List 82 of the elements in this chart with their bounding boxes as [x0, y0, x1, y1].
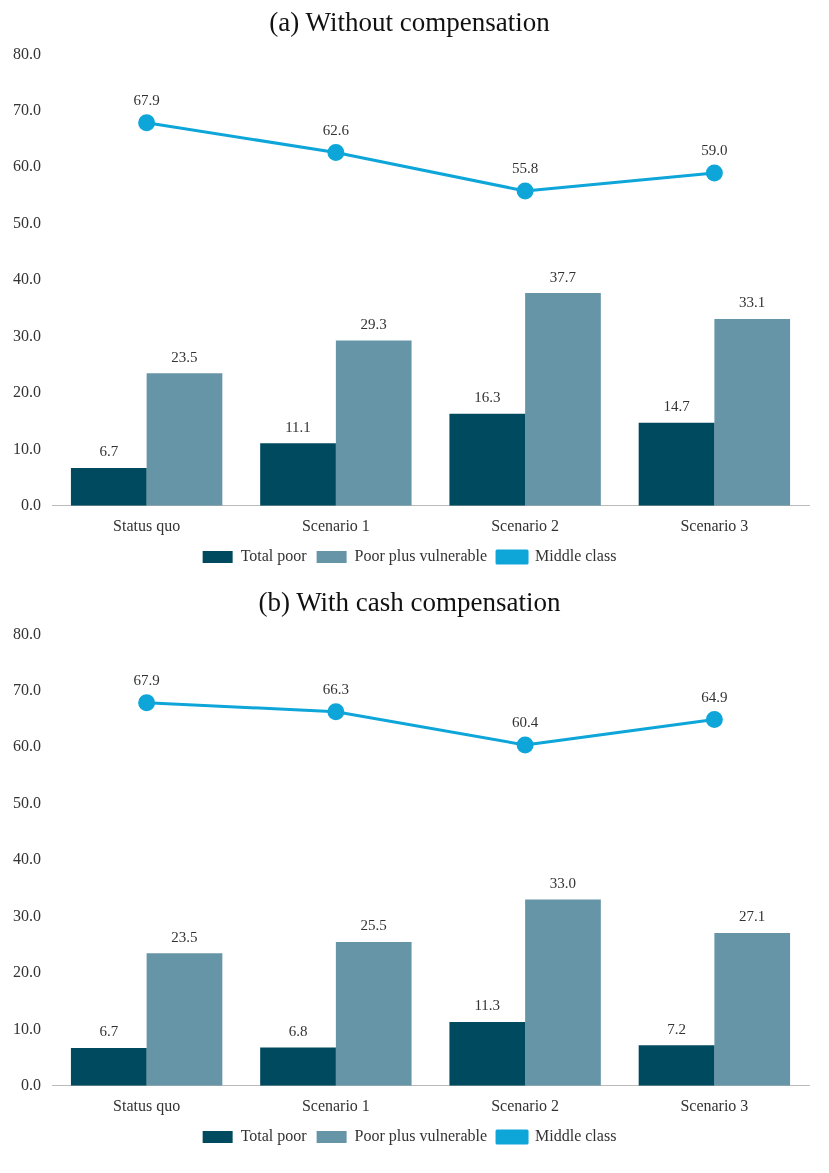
- point: [705, 164, 723, 182]
- y-tick-label: 80.0: [13, 44, 41, 62]
- x-tick-label: Scenario 3: [680, 1096, 749, 1114]
- data-label: 11.3: [474, 997, 501, 1014]
- y-tick-label: 40.0: [13, 850, 41, 868]
- point: [705, 711, 723, 729]
- point: [138, 114, 156, 132]
- point: [516, 736, 534, 754]
- bar: [146, 953, 223, 1086]
- y-tick-label: 0.0: [21, 496, 41, 513]
- data-label: 62.6: [322, 122, 350, 139]
- data-label: 66.3: [322, 681, 349, 698]
- data-label: 14.7: [663, 398, 691, 415]
- data-label: 6.7: [99, 1023, 119, 1040]
- y-tick-label: 10.0: [13, 1019, 41, 1037]
- y-tick-label: 60.0: [13, 157, 41, 175]
- bar: [70, 1047, 147, 1086]
- y-tick-label: 10.0: [13, 439, 41, 457]
- data-label: 16.3: [474, 389, 501, 406]
- data-label: 55.8: [512, 160, 539, 177]
- data-label: 6.8: [288, 1022, 308, 1039]
- data-label: 33.1: [739, 294, 766, 311]
- legend-label: Middle class: [535, 1127, 617, 1145]
- bar: [714, 932, 791, 1086]
- y-tick-label: 20.0: [13, 963, 41, 981]
- data-label: 67.9: [133, 92, 160, 109]
- y-tick-label: 50.0: [13, 793, 41, 811]
- data-label: 60.4: [512, 714, 539, 731]
- bar: [335, 340, 412, 506]
- bar: [449, 413, 526, 506]
- point: [327, 144, 345, 162]
- data-label: 11.1: [285, 418, 311, 435]
- y-tick-label: 80.0: [13, 624, 41, 642]
- x-tick-label: Status quo: [113, 516, 181, 535]
- data-label: 64.9: [701, 689, 728, 706]
- legend-label: Poor plus vulnerable: [354, 1127, 488, 1146]
- y-tick-label: 0.0: [21, 1076, 41, 1093]
- x-tick-label: Status quo: [113, 1096, 181, 1115]
- x-tick-label: Scenario 1: [301, 516, 370, 534]
- bar: [525, 293, 601, 506]
- data-label: 59.0: [701, 142, 728, 159]
- legend-label: Total poor: [240, 1127, 308, 1146]
- chart-title: (a) Without compensation: [269, 7, 551, 38]
- bar: [70, 468, 147, 506]
- bar: [714, 319, 791, 506]
- legend-label: Poor plus vulnerable: [354, 547, 488, 566]
- bar: [638, 1045, 715, 1086]
- y-tick-label: 40.0: [13, 270, 41, 288]
- data-label: 25.5: [360, 917, 387, 934]
- y-tick-label: 70.0: [13, 101, 41, 119]
- bar: [449, 1022, 526, 1086]
- bar: [260, 443, 336, 506]
- x-tick-label: Scenario 1: [301, 1096, 370, 1114]
- y-tick-label: 50.0: [13, 213, 41, 231]
- data-label: 27.1: [739, 908, 766, 925]
- x-tick-label: Scenario 3: [680, 516, 749, 534]
- y-tick-label: 30.0: [13, 326, 41, 344]
- y-tick-label: 60.0: [13, 737, 41, 755]
- data-label: 23.5: [171, 348, 198, 365]
- y-tick-label: 30.0: [13, 906, 41, 924]
- x-tick-label: Scenario 2: [491, 516, 560, 534]
- bar: [335, 941, 412, 1086]
- legend-label: Middle class: [535, 547, 617, 565]
- data-label: 6.7: [99, 443, 119, 460]
- y-tick-label: 70.0: [13, 681, 41, 699]
- y-tick-label: 20.0: [13, 383, 41, 401]
- point: [327, 703, 345, 721]
- bar: [638, 422, 715, 506]
- legend-label: Total poor: [240, 547, 308, 566]
- data-label: 33.0: [549, 875, 577, 892]
- bar: [260, 1047, 336, 1086]
- point: [138, 694, 156, 712]
- data-label: 7.2: [667, 1020, 686, 1037]
- point: [516, 182, 534, 200]
- data-label: 67.9: [133, 672, 160, 689]
- x-tick-label: Scenario 2: [491, 1096, 560, 1114]
- bar: [525, 899, 601, 1086]
- chart-title: (b) With cash compensation: [258, 587, 562, 618]
- bar: [146, 373, 223, 506]
- data-label: 23.5: [171, 928, 198, 945]
- data-label: 37.7: [549, 268, 577, 285]
- data-label: 29.3: [360, 315, 387, 332]
